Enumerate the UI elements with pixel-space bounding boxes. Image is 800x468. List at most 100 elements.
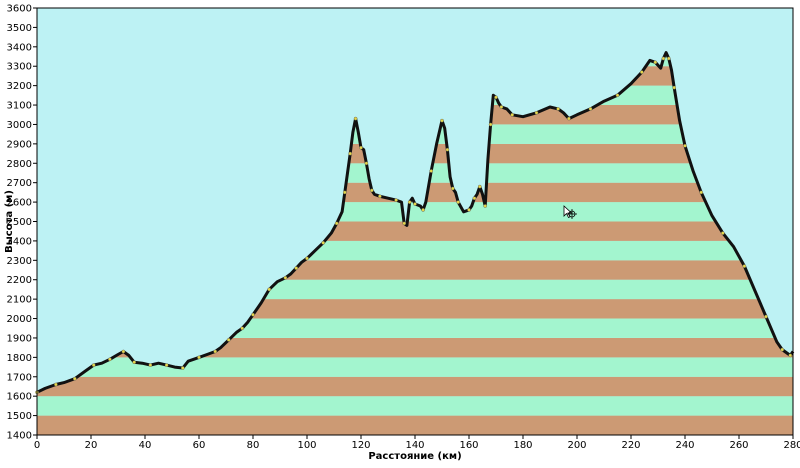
x-tick-label: 260 <box>729 440 748 451</box>
profile-point <box>510 113 515 117</box>
x-tick-label: 100 <box>297 440 316 451</box>
y-tick-label: 3100 <box>7 101 32 112</box>
x-tick-label: 180 <box>513 440 532 451</box>
profile-point <box>699 190 704 195</box>
profile-point <box>342 190 347 195</box>
x-tick-label: 220 <box>621 440 640 451</box>
profile-point <box>197 355 201 360</box>
profile-point <box>788 353 793 358</box>
profile-point <box>226 338 231 342</box>
profile-point <box>148 363 153 367</box>
profile-point <box>445 147 450 152</box>
profile-point <box>402 221 407 226</box>
profile-point <box>615 93 620 98</box>
y-tick-label: 1700 <box>7 372 32 383</box>
y-tick-label: 1900 <box>7 333 32 344</box>
elevation-band <box>37 357 793 377</box>
profile-point <box>672 85 677 90</box>
profile-point <box>653 60 658 65</box>
profile-markers <box>35 56 793 395</box>
y-tick-label: 2600 <box>7 198 32 209</box>
y-tick-label: 3600 <box>7 4 32 15</box>
y-tick-label: 1400 <box>7 431 32 442</box>
elevation-band <box>37 376 793 397</box>
y-tick-label: 2800 <box>7 159 32 170</box>
profile-point <box>494 95 498 100</box>
profile-point <box>477 184 482 189</box>
profile-point <box>683 143 687 148</box>
profile-point <box>483 204 488 208</box>
profile-point <box>556 107 560 111</box>
x-tick-label: 200 <box>567 440 586 451</box>
profile-point <box>467 208 471 212</box>
profile-point <box>108 357 112 362</box>
profile-point <box>283 275 288 280</box>
profile-point <box>413 202 417 206</box>
profile-point <box>429 169 434 173</box>
profile-point <box>488 122 493 127</box>
elevation-band <box>37 415 793 435</box>
profile-point <box>472 196 477 200</box>
profile-point <box>294 266 299 270</box>
x-axis-label: Расстояние (км) <box>368 451 461 462</box>
profile-point <box>121 349 126 354</box>
profile-point <box>721 231 725 235</box>
profile-point <box>588 107 593 111</box>
profile-point <box>499 105 504 109</box>
y-tick-label: 1500 <box>7 411 32 422</box>
profile-point <box>780 347 785 352</box>
profile-point <box>305 256 309 261</box>
y-tick-label: 3300 <box>7 62 32 73</box>
x-tick-label: 40 <box>139 440 152 451</box>
x-tick-label: 120 <box>351 440 370 451</box>
mouse-cursor-icon <box>563 205 577 219</box>
profile-point <box>54 382 58 387</box>
profile-point <box>534 111 539 115</box>
profile-point <box>407 200 412 204</box>
profile-point <box>378 194 382 199</box>
x-tick-label: 160 <box>459 440 478 451</box>
profile-point <box>334 221 339 226</box>
y-tick-label: 3400 <box>7 42 32 53</box>
y-tick-label: 2700 <box>7 178 32 189</box>
profile-point <box>164 363 169 367</box>
x-axis-ticks: 0 20 40 60 80 100 120 140 160 180 200 220 240 260 280 <box>34 435 800 451</box>
y-tick-label: 2500 <box>7 217 32 228</box>
x-tick-label: 80 <box>247 440 260 451</box>
x-tick-label: 0 <box>34 440 40 451</box>
profile-point <box>369 188 374 193</box>
profile-point <box>450 186 455 191</box>
profile-point <box>348 151 353 156</box>
profile-point <box>667 56 671 61</box>
x-tick-label: 240 <box>675 440 694 451</box>
y-tick-label: 3200 <box>7 81 32 92</box>
y-axis-label: Высота (м) <box>4 190 15 253</box>
profile-point <box>91 363 96 367</box>
profile-point <box>353 116 358 121</box>
profile-point <box>132 360 136 365</box>
x-tick-label: 60 <box>193 440 206 451</box>
x-tick-label: 280 <box>783 440 800 451</box>
profile-point <box>359 145 363 150</box>
y-tick-label: 2300 <box>7 256 32 267</box>
profile-point <box>240 326 244 331</box>
y-tick-label: 3000 <box>7 120 32 131</box>
profile-point <box>421 208 425 212</box>
profile-point <box>567 116 571 121</box>
profile-point <box>73 376 77 381</box>
profile-point <box>321 240 326 245</box>
profile-point <box>267 287 272 292</box>
profile-point <box>661 56 666 61</box>
profile-point <box>394 198 398 202</box>
elevation-band <box>37 396 793 416</box>
y-tick-label: 3500 <box>7 23 32 34</box>
y-tick-label: 1800 <box>7 353 32 364</box>
x-tick-label: 20 <box>85 440 98 451</box>
profile-point <box>364 161 369 166</box>
profile-point <box>213 349 217 354</box>
profile-point <box>251 312 255 317</box>
y-tick-label: 2000 <box>7 314 32 325</box>
profile-point <box>742 264 747 268</box>
y-tick-label: 2200 <box>7 275 32 286</box>
